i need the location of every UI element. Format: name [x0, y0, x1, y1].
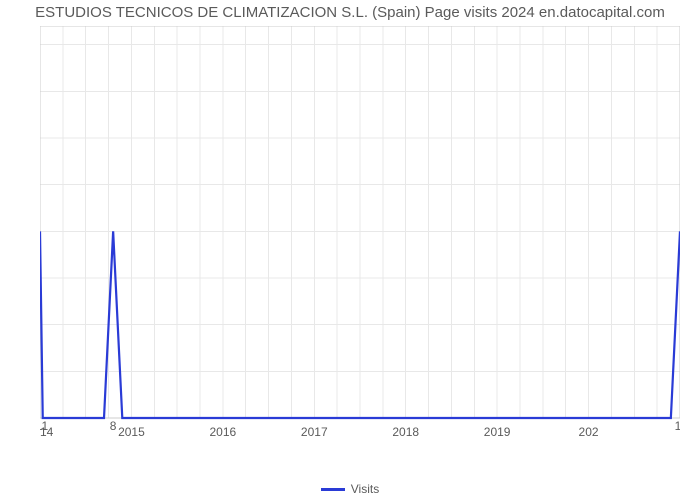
data-label: 1 — [675, 419, 680, 433]
chart-title: ESTUDIOS TECNICOS DE CLIMATIZACION S.L. … — [0, 0, 700, 26]
legend-label-visits: Visits — [351, 482, 379, 496]
x-tick-label: 2017 — [301, 425, 328, 439]
x-tick-label: 2015 — [118, 425, 145, 439]
x-tick-label: 2016 — [210, 425, 237, 439]
x-tick-label: 202 — [579, 425, 599, 439]
legend-swatch-visits — [321, 488, 345, 491]
chart-svg: 0122014201520162017201820192021181 — [40, 26, 680, 446]
x-tick-label: 2018 — [392, 425, 419, 439]
data-label: 11 — [40, 419, 49, 433]
data-label: 8 — [110, 419, 117, 433]
x-tick-label: 2019 — [484, 425, 511, 439]
visits-chart: ESTUDIOS TECNICOS DE CLIMATIZACION S.L. … — [0, 0, 700, 500]
plot-area: 0122014201520162017201820192021181 — [40, 26, 680, 446]
legend: Visits — [0, 482, 700, 496]
